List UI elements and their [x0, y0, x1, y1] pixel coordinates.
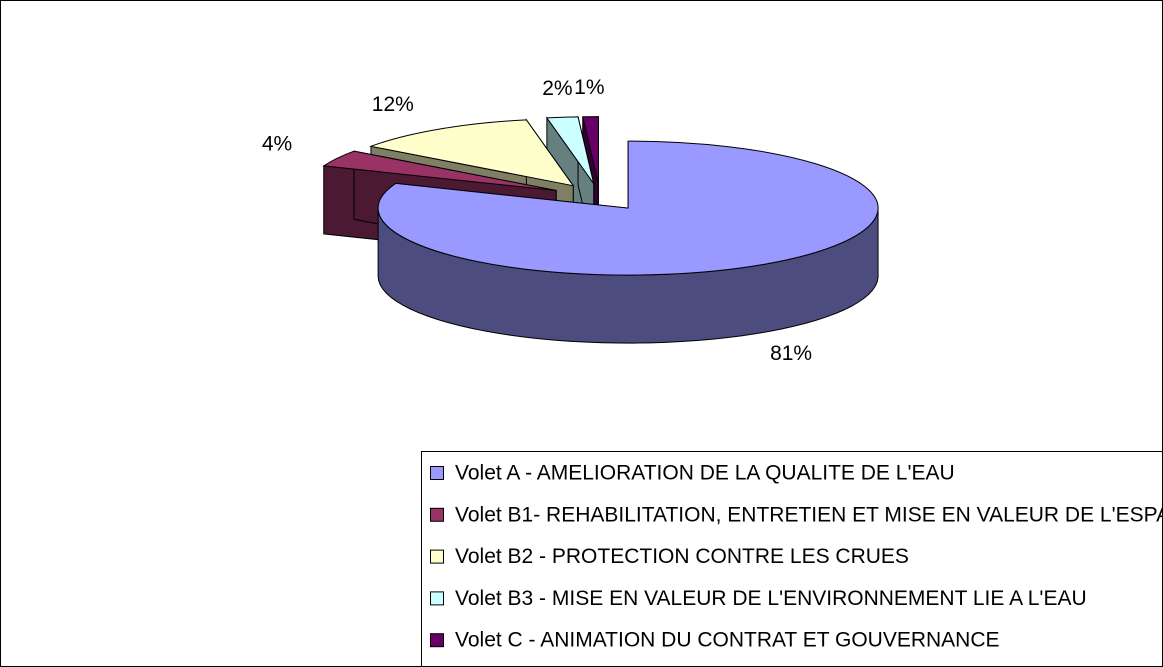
data-label: 1%: [574, 76, 604, 99]
slice-top: [369, 119, 575, 187]
slice: [377, 140, 879, 344]
legend-swatch: [430, 633, 444, 648]
legend-frame: [421, 451, 1163, 667]
slice-top: [377, 140, 879, 276]
data-label: 4%: [262, 132, 292, 155]
data-label: 81%: [770, 342, 812, 365]
legend-label: Volet B1- REHABILITATION, ENTRETIEN ET M…: [455, 503, 1163, 526]
legend-label: Volet B3 - MISE EN VALEUR DE L'ENVIRONNE…: [455, 587, 1087, 610]
legend-swatch: [430, 591, 444, 606]
slice-top: [322, 150, 557, 192]
legend-swatch: [430, 466, 444, 480]
data-label: 2%: [542, 77, 572, 100]
legend-swatch: [430, 507, 444, 522]
slice-top: [582, 116, 599, 184]
legend-label: Volet B2 - PROTECTION CONTRE LES CRUES: [455, 545, 909, 568]
data-label: 12%: [372, 93, 414, 116]
legend-label: Volet A - AMELIORATION DE LA QUALITE DE …: [455, 462, 955, 485]
legend-label: Volet C - ANIMATION DU CONTRAT ET GOUVER…: [455, 629, 1000, 652]
slice-top: [545, 116, 595, 184]
legend-swatch: [430, 549, 444, 564]
